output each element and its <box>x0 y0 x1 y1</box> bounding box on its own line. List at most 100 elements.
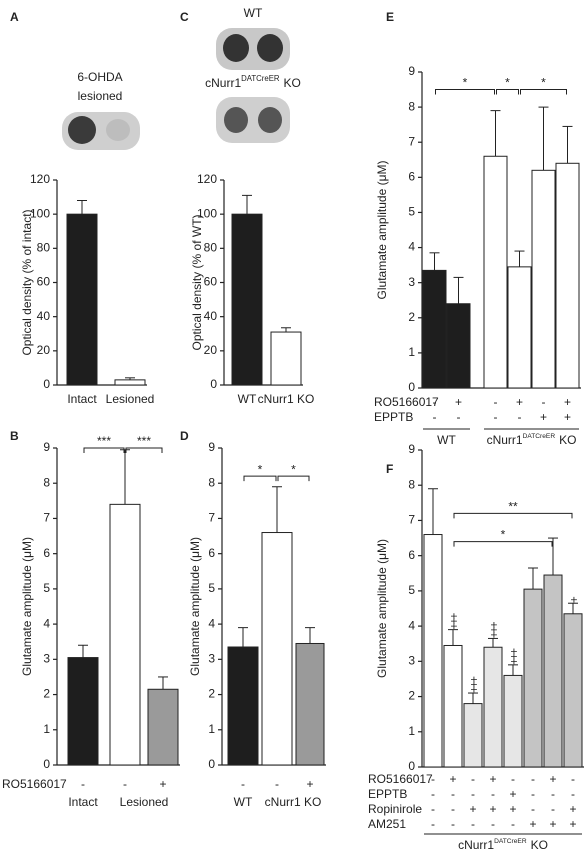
y-tick-label: 120 <box>197 172 217 186</box>
condition-sign: + <box>159 777 166 791</box>
condition-sign: - <box>123 777 127 791</box>
error-bar <box>272 486 282 533</box>
significance-bracket <box>496 89 519 95</box>
plus-mark: + <box>567 596 581 603</box>
y-tick-label: 40 <box>204 309 218 323</box>
condition-sign: + <box>564 395 571 409</box>
x-tick-label: Lesioned <box>106 392 155 406</box>
bar <box>114 379 146 386</box>
condition-sign: - <box>431 817 435 831</box>
y-tick-label: 2 <box>408 310 415 324</box>
bar <box>422 269 447 389</box>
bar <box>503 674 523 768</box>
y-axis-label: Optical density (% of WT) <box>190 214 204 350</box>
brain-image-c-wt <box>216 28 290 70</box>
y-tick-label: 120 <box>30 172 50 186</box>
significance-bracket <box>125 447 163 453</box>
bar <box>66 213 98 386</box>
bar <box>423 534 443 768</box>
condition-sign: + <box>306 777 313 791</box>
condition-sign: + <box>509 787 516 801</box>
y-tick-label: 4 <box>408 618 415 632</box>
significance-bracket <box>83 447 125 453</box>
bar <box>270 331 302 386</box>
error-bar <box>305 627 315 644</box>
error-bar <box>490 110 501 157</box>
bar <box>67 657 99 766</box>
bar <box>443 644 463 768</box>
condition-sign: - <box>494 410 498 424</box>
y-tick-label: 100 <box>197 206 217 220</box>
error-bar <box>281 327 291 333</box>
brain-image-c-ko <box>216 97 290 143</box>
condition-sign: - <box>433 410 437 424</box>
error-bar <box>125 377 135 380</box>
error-bar <box>562 125 573 164</box>
bar <box>483 155 508 389</box>
condition-sign: - <box>531 802 535 816</box>
condition-label: Ropinirole <box>368 802 422 816</box>
condition-label: EPPTB <box>368 787 407 801</box>
group-label: WT <box>244 6 263 20</box>
condition-sign: + <box>489 802 496 816</box>
condition-sign: - <box>433 395 437 409</box>
group-label: cNurr1DATCreER KO <box>205 74 301 90</box>
condition-sign: - <box>511 817 515 831</box>
condition-sign: + <box>549 772 556 786</box>
y-axis-label: Glutamate amplitude (μM) <box>375 161 389 300</box>
y-tick-label: 2 <box>208 687 215 701</box>
error-bar <box>468 692 478 704</box>
y-tick-label: 7 <box>43 511 50 525</box>
condition-sign: - <box>457 410 461 424</box>
y-tick-label: 3 <box>408 654 415 668</box>
significance-label: * <box>258 462 263 476</box>
condition-sign: - <box>491 787 495 801</box>
bar <box>231 213 263 386</box>
significance-bracket <box>435 89 495 95</box>
error-bar <box>448 629 458 646</box>
y-tick-label: 1 <box>408 724 415 738</box>
y-tick-label: 0 <box>408 380 415 394</box>
y-tick-label: 5 <box>408 205 415 219</box>
y-tick-label: 80 <box>204 241 218 255</box>
significance-bracket <box>277 475 310 482</box>
error-bar <box>488 637 498 648</box>
bar <box>483 646 503 768</box>
condition-sign: - <box>542 395 546 409</box>
condition-sign: - <box>511 772 515 786</box>
y-tick-label: 4 <box>208 616 215 630</box>
x-tick-label: cNurr1 KO <box>258 392 315 406</box>
bar <box>543 574 563 768</box>
group-label: cNurr1 KO <box>265 795 322 809</box>
y-tick-label: 0 <box>210 377 217 391</box>
condition-sign: - <box>531 787 535 801</box>
panel-label: E <box>386 10 394 24</box>
condition-sign: + <box>449 772 456 786</box>
y-tick-label: 2 <box>43 687 50 701</box>
significance-label: * <box>505 76 510 90</box>
y-tick-label: 6 <box>43 546 50 560</box>
y-tick-label: 8 <box>208 475 215 489</box>
y-tick-label: 1 <box>208 722 215 736</box>
condition-label: AM251 <box>368 817 406 831</box>
error-bar <box>453 276 464 304</box>
error-bar <box>120 449 130 505</box>
condition-sign: - <box>431 787 435 801</box>
bar <box>295 642 325 766</box>
group-label: Intact <box>68 795 98 809</box>
group-label: WT <box>437 433 456 447</box>
bar <box>147 688 179 766</box>
plus-mark: +++ <box>487 621 501 638</box>
y-tick-label: 9 <box>208 440 215 454</box>
y-axis-label: Glutamate amplitude (μM) <box>188 537 202 676</box>
condition-sign: - <box>431 802 435 816</box>
plus-mark: +++ <box>467 676 481 693</box>
y-tick-label: 0 <box>43 377 50 391</box>
significance-bracket <box>453 512 573 519</box>
bar <box>463 703 483 768</box>
condition-sign: - <box>571 787 575 801</box>
y-tick-label: 0 <box>408 759 415 773</box>
bar <box>523 588 543 768</box>
bar <box>531 169 556 389</box>
y-tick-label: 1 <box>43 722 50 736</box>
